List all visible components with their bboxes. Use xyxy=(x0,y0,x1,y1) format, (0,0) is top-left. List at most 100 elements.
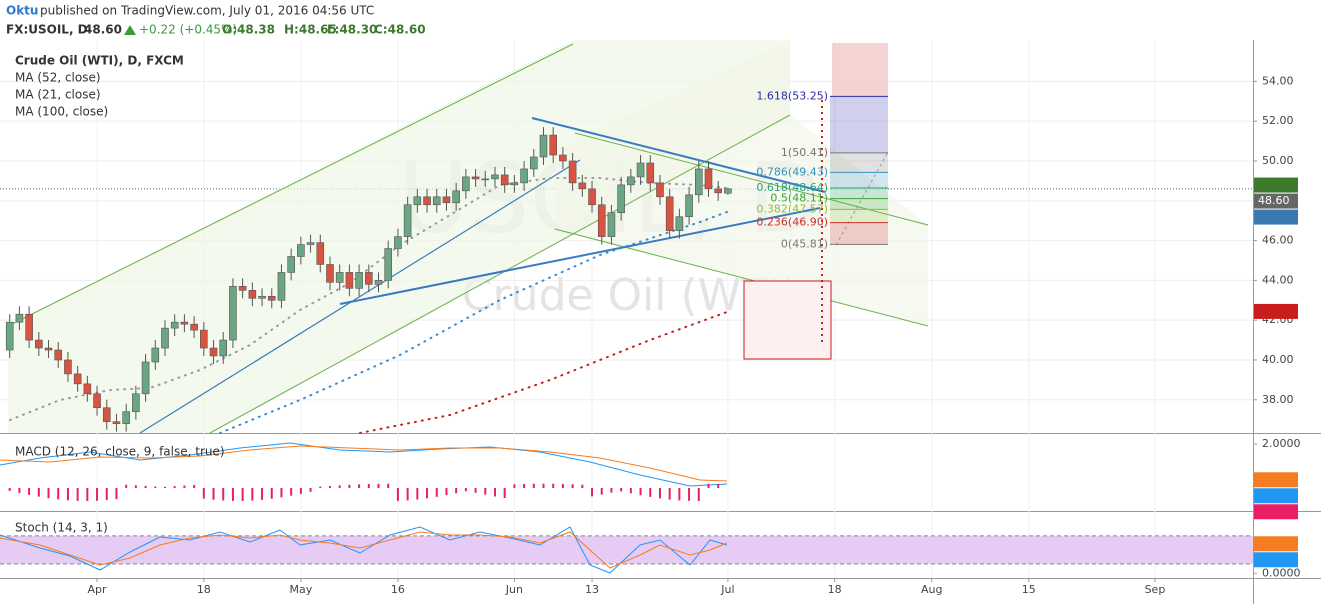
stoch-d xyxy=(0,531,728,569)
candle-body xyxy=(423,196,431,206)
channel-line xyxy=(209,114,791,434)
candle-body xyxy=(559,154,567,162)
up-arrow xyxy=(124,25,136,35)
candle-body xyxy=(549,134,558,156)
candle-body xyxy=(132,393,140,413)
y-tick-label: 52.00 xyxy=(1262,114,1294,127)
candle-body xyxy=(481,178,490,181)
fib-band xyxy=(830,188,888,199)
study-label: MA (52, close) xyxy=(15,71,101,85)
y-tick-label: 2.0000 xyxy=(1262,437,1301,450)
candle-body xyxy=(54,349,63,361)
fib-label: 0.5(48.11) xyxy=(770,192,828,205)
candle-body xyxy=(636,162,645,178)
y-tick-label: 50.00 xyxy=(1262,154,1294,167)
candle-body xyxy=(714,188,723,194)
candle-body xyxy=(355,272,363,289)
channel-line xyxy=(7,43,574,327)
symbol: FX:USOIL, D xyxy=(6,23,88,37)
candle-body xyxy=(500,174,509,186)
author[interactable]: Oktu xyxy=(6,4,38,18)
candle-body xyxy=(394,236,402,249)
fib-label: 1(50.41) xyxy=(781,146,828,159)
candle-body xyxy=(665,196,674,231)
candle-body xyxy=(607,212,616,237)
candle-body xyxy=(83,383,92,395)
candle-body xyxy=(491,174,499,180)
candle-body xyxy=(209,347,218,357)
main-layer xyxy=(5,95,888,432)
study-label: MA (21, close) xyxy=(15,88,101,102)
signal-line xyxy=(0,445,728,482)
x-tick-label: 18 xyxy=(197,583,211,596)
y-tick-label: 38.00 xyxy=(1262,393,1294,406)
candle-body xyxy=(306,242,315,245)
y-tick-label: 44.00 xyxy=(1262,273,1294,286)
candle-body xyxy=(258,295,266,299)
trend-line xyxy=(139,159,581,434)
price-tag xyxy=(1254,209,1298,225)
x-tick-label: Aug xyxy=(921,583,942,596)
candle-body xyxy=(345,272,354,289)
candle-body xyxy=(597,204,606,237)
fib-label: 0(45.81) xyxy=(781,237,828,250)
candle-body xyxy=(403,204,412,237)
candle-body xyxy=(200,329,208,349)
candle-body xyxy=(510,182,519,186)
candle-body xyxy=(326,264,334,283)
trend-line xyxy=(531,117,826,193)
fib-label: 0.236(46.90) xyxy=(756,216,828,229)
price-tag xyxy=(1254,303,1298,319)
last-price: 48.60 xyxy=(84,23,122,37)
candle-body xyxy=(316,242,325,265)
trend-line xyxy=(339,207,821,305)
candle-body xyxy=(35,339,43,349)
fib-band xyxy=(830,172,888,189)
candle-body xyxy=(93,393,101,409)
open: O:48.38 xyxy=(222,23,275,37)
candle-body xyxy=(287,256,295,273)
fib-label: 0.786(49.43) xyxy=(756,165,828,178)
x-tick-label: 18 xyxy=(828,583,842,596)
price-tag xyxy=(1254,488,1298,504)
candle-body xyxy=(141,361,150,395)
x-tick-label: 15 xyxy=(1022,583,1036,596)
candle-body xyxy=(64,359,72,375)
x-tick-label: Apr xyxy=(88,583,108,596)
candle-body xyxy=(694,168,703,196)
x-tick-label: 16 xyxy=(391,583,405,596)
candle-body xyxy=(102,407,111,422)
candle-body xyxy=(704,168,713,190)
candle-body xyxy=(520,168,528,184)
candle-body xyxy=(685,194,693,218)
candle-body xyxy=(277,272,286,301)
candle-body xyxy=(452,190,460,204)
macd-title: MACD (12, 26, close, 9, false, true) xyxy=(15,445,225,459)
low: L:48.30 xyxy=(327,23,377,37)
stoch-k xyxy=(0,526,728,574)
channel-line xyxy=(554,228,929,327)
candle-body xyxy=(442,196,451,204)
stoch-band xyxy=(0,535,1253,564)
moving-average xyxy=(359,311,728,434)
candle-body xyxy=(5,321,14,351)
candle-body xyxy=(471,176,480,180)
candle-body xyxy=(656,182,664,198)
candle-body xyxy=(229,286,237,341)
fib-label: 1.618(53.25) xyxy=(756,89,828,102)
x-tick-label: Sep xyxy=(1145,583,1166,596)
candle-body xyxy=(374,280,383,285)
candle-body xyxy=(112,421,121,424)
candle-body xyxy=(73,373,82,385)
close: C:48.60 xyxy=(374,23,426,37)
price-tag xyxy=(1254,177,1298,193)
candle-body xyxy=(238,286,247,291)
published: published on TradingView.com, July 01, 2… xyxy=(40,4,374,18)
candle-body xyxy=(413,196,422,206)
y-tick-label: 54.00 xyxy=(1262,74,1294,87)
fib-label: 0.382(47.57) xyxy=(756,202,828,215)
fib-band xyxy=(830,198,888,210)
moving-average xyxy=(219,211,728,434)
candle-body xyxy=(617,184,625,214)
x-tick-label: Jun xyxy=(505,583,523,596)
